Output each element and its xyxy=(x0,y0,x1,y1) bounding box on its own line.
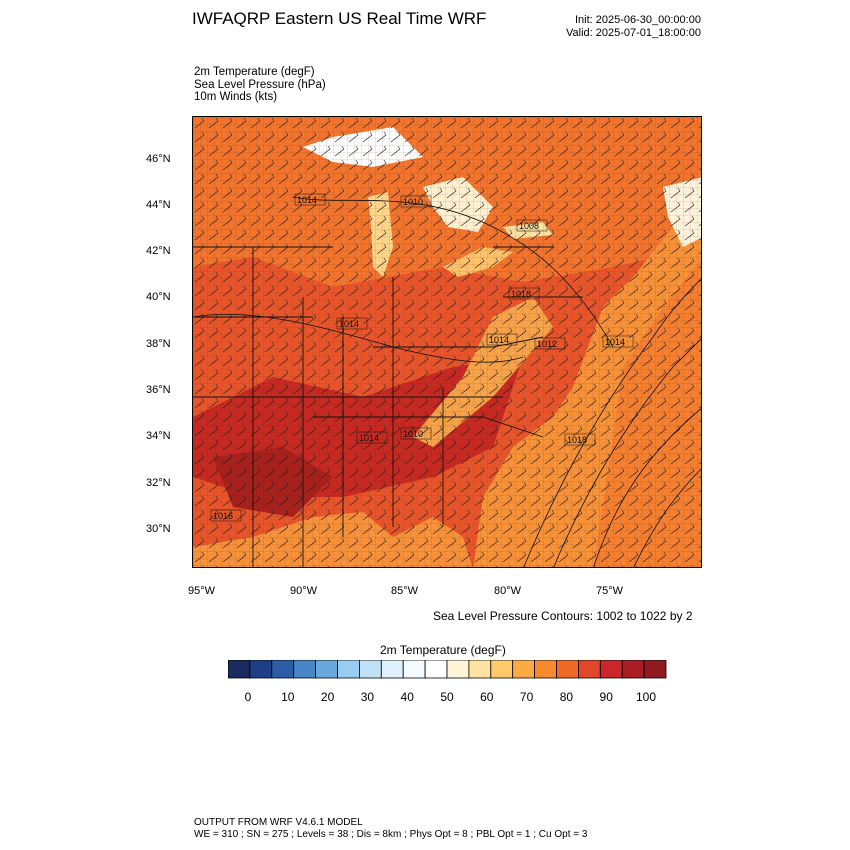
latitude-label: 40°N xyxy=(146,291,171,303)
pressure-label: 1010 xyxy=(400,195,432,208)
colorbar-tick-label: 40 xyxy=(401,690,415,704)
latitude-label: 36°N xyxy=(146,384,171,396)
latitude-label: 46°N xyxy=(146,153,171,165)
colorbar-tick-label: 10 xyxy=(281,690,295,704)
colorbar-tick-label: 90 xyxy=(600,690,614,704)
latitude-label: 30°N xyxy=(146,523,171,535)
colorbar-swatch xyxy=(643,660,667,679)
longitude-label: 90°W xyxy=(290,585,318,597)
wind-barbs xyxy=(193,117,701,567)
svg-text:1012: 1012 xyxy=(537,339,557,349)
pressure-label: 1014 xyxy=(602,335,634,348)
pressure-label: 1014 xyxy=(336,317,368,330)
colorbar-tick-label: 60 xyxy=(480,690,494,704)
colorbar-swatch xyxy=(402,660,426,679)
longitude-label: 80°W xyxy=(494,585,522,597)
longitude-label: 85°W xyxy=(391,585,419,597)
isobar xyxy=(523,278,701,567)
colorbar-title: 2m Temperature (degF) xyxy=(380,643,506,657)
latitude-label: 38°N xyxy=(146,338,171,350)
colorbar-tick-label: 100 xyxy=(636,690,656,704)
colorbar-swatch xyxy=(358,660,382,679)
colorbar-swatch xyxy=(228,660,251,679)
colorbar-swatch xyxy=(337,660,360,679)
field-temperature: 2m Temperature (degF) xyxy=(194,66,315,78)
colorbar-tick-label: 50 xyxy=(440,690,454,704)
isobars xyxy=(193,196,701,567)
isobar xyxy=(193,313,524,363)
colorbar-tick-label: 20 xyxy=(321,690,335,704)
state-borders xyxy=(193,246,583,567)
field-list: 2m Temperature (degF) Sea Level Pressure… xyxy=(194,66,326,104)
longitude-label: 75°W xyxy=(596,585,624,597)
svg-text:1018: 1018 xyxy=(567,435,587,445)
colorbar-swatch xyxy=(556,660,579,679)
pressure-labels: 1014 1010 1008 1018 1014 1014 1012 1014 1014 1010… xyxy=(210,193,634,522)
field-winds: 10m Winds (kts) xyxy=(194,91,278,103)
model-footer: OUTPUT FROM WRF V4.6.1 MODEL WE = 310 ; … xyxy=(194,817,587,841)
colorbar-swatch xyxy=(446,660,470,679)
state-border xyxy=(313,336,544,438)
svg-text:1010: 1010 xyxy=(403,429,423,439)
colorbar-tick-label: 30 xyxy=(361,690,375,704)
pressure-label: 1010 xyxy=(400,427,432,440)
colorbar-tick-label: 70 xyxy=(520,690,534,704)
svg-text:1014: 1014 xyxy=(489,335,509,345)
init-time: Init: 2025-06-30_00:00:00 xyxy=(574,14,701,26)
isobar xyxy=(633,468,701,567)
field-pressure: Sea Level Pressure (hPa) xyxy=(194,78,326,91)
valid-time: Valid: 2025-07-01_18:00:00 xyxy=(566,27,701,39)
colorbar-swatch xyxy=(621,660,645,679)
svg-text:1010: 1010 xyxy=(403,197,423,207)
colorbar-swatch xyxy=(512,660,536,679)
contour-note: Sea Level Pressure Contours: 1002 to 102… xyxy=(433,609,693,623)
colorbar-swatch xyxy=(271,660,295,679)
colorbar: 0 10 20 30 40 50 60 70 80 90 100 xyxy=(228,660,667,704)
model-config: WE = 310 ; SN = 275 ; Levels = 38 ; Dis … xyxy=(194,829,588,840)
colorbar-swatch xyxy=(293,660,316,679)
isobar xyxy=(593,408,701,567)
model-version: OUTPUT FROM WRF V4.6.1 MODEL xyxy=(194,817,363,828)
pressure-label: 1014 xyxy=(356,431,388,444)
pressure-label: 1018 xyxy=(564,433,596,446)
plot-title: IWFAQRP Eastern US Real Time WRF xyxy=(192,9,487,28)
pressure-label: 1008 xyxy=(516,219,548,232)
pressure-label: 1012 xyxy=(534,337,566,350)
pressure-label: 1014 xyxy=(294,193,326,206)
colorbar-swatch xyxy=(468,660,492,679)
pressure-label: 1018 xyxy=(508,287,540,300)
pressure-label: 1016 xyxy=(210,509,242,522)
colorbar-swatch xyxy=(534,660,557,679)
latitude-label: 34°N xyxy=(146,430,171,442)
pressure-label: 1014 xyxy=(486,333,518,346)
svg-text:1014: 1014 xyxy=(359,433,379,443)
colorbar-swatch xyxy=(315,660,338,679)
colorbar-swatch xyxy=(249,660,273,679)
colorbar-tick-label: 80 xyxy=(560,690,574,704)
svg-text:1016: 1016 xyxy=(213,511,233,521)
init-valid-times: Init: 2025-06-30_00:00:00 Valid: 2025-07… xyxy=(566,14,701,40)
latitude-label: 32°N xyxy=(146,477,171,489)
colorbar-tick-label: 0 xyxy=(245,690,252,704)
isobar xyxy=(553,338,701,567)
colorbar-swatch xyxy=(577,660,601,679)
svg-text:1014: 1014 xyxy=(339,319,359,329)
colorbar-swatch xyxy=(490,660,514,679)
longitude-label: 95°W xyxy=(188,585,216,597)
svg-text:1014: 1014 xyxy=(605,337,625,347)
latitude-label: 44°N xyxy=(146,199,171,211)
latitude-label: 42°N xyxy=(146,245,171,257)
map-panel: 1014 1010 1008 1018 1014 1014 1012 1014 1014 1010… xyxy=(192,116,702,568)
svg-text:1014: 1014 xyxy=(297,195,317,205)
isobar xyxy=(292,196,614,348)
colorbar-swatch xyxy=(380,660,404,679)
svg-text:1018: 1018 xyxy=(511,289,531,299)
colorbar-swatch xyxy=(599,660,623,679)
svg-text:1008: 1008 xyxy=(519,221,539,231)
colorbar-swatch xyxy=(424,660,448,679)
temperature-map: 1014 1010 1008 1018 1014 1014 1012 1014 1014 1010… xyxy=(193,117,701,567)
